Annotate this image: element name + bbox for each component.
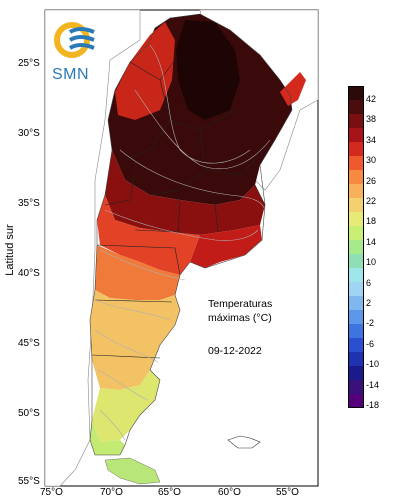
lat-tick: 30°S [18, 128, 40, 139]
colorbar-label: 18 [366, 216, 377, 227]
colorbar-label: 2 [366, 298, 372, 308]
colorbar-swatch [348, 142, 364, 157]
colorbar-label: 14 [366, 236, 377, 247]
colorbar-label: -6 [366, 338, 375, 349]
colorbar-swatch [348, 128, 364, 143]
colorbar-swatch [348, 282, 364, 297]
colorbar-label: 42 [366, 94, 377, 104]
colorbar-label: -18 [366, 400, 380, 410]
argentina-outline [89, 13, 293, 456]
colorbar-swatch [348, 240, 364, 255]
colorbar [348, 86, 364, 408]
region-core-hottest [176, 20, 240, 120]
logo-text: SMN [52, 66, 90, 83]
colorbar-swatch [348, 380, 364, 395]
colorbar-label: 30 [366, 155, 377, 166]
region-north-patagonia [95, 245, 180, 300]
colorbar-swatch [348, 268, 364, 283]
colorbar-label: 38 [366, 114, 377, 125]
region-buenos-aires [190, 225, 262, 268]
colorbar-label: -2 [366, 318, 375, 329]
colorbar-label: -10 [366, 359, 380, 370]
colorbar-swatch [348, 184, 364, 199]
isotherms [94, 44, 271, 441]
region-cuyo [97, 195, 200, 275]
colorbar-label: 22 [366, 196, 377, 206]
colorbar-swatch [348, 352, 364, 367]
colorbar-label: -14 [366, 379, 380, 390]
colorbar-swatch [348, 366, 364, 381]
colorbar-label: 6 [366, 277, 372, 288]
lon-tick: 55°O [276, 487, 299, 498]
lat-tick: 40°S [18, 268, 40, 279]
colorbar-swatch [348, 114, 364, 129]
colorbar-swatch [348, 338, 364, 353]
colorbar-swatch [348, 324, 364, 339]
colorbar-swatch [348, 254, 364, 269]
malvinas-islands [227, 435, 261, 449]
colorbar-swatch [348, 86, 364, 101]
lon-tick: 65°O [158, 487, 181, 498]
region-patagonia-south [92, 370, 160, 442]
colorbar-swatch [348, 100, 364, 115]
colorbar-label: 26 [366, 175, 377, 186]
region-misiones [280, 72, 306, 106]
colorbar-swatch [348, 394, 364, 408]
colorbar-border [348, 86, 364, 408]
lat-tick: 50°S [18, 408, 40, 419]
lat-tick: 55°S [18, 476, 40, 487]
annotation-date: 09-12-2022 [208, 345, 262, 357]
colorbar-swatch [348, 310, 364, 325]
region-santa-cruz-south [90, 420, 125, 455]
annotation-title: Temperaturas [208, 298, 273, 310]
colorbar-swatch [348, 170, 364, 185]
colorbar-label: 34 [366, 134, 377, 145]
lat-tick: 25°S [18, 58, 40, 69]
annotation-subtitle: máximas (°C) [208, 312, 272, 324]
smn-logo [54, 22, 95, 58]
chile-land [44, 9, 141, 487]
region-central [105, 150, 265, 235]
lon-tick: 70°O [100, 487, 123, 498]
colorbar-swatch [348, 296, 364, 311]
colorbar-swatch [348, 198, 364, 213]
lat-tick: 45°S [18, 338, 40, 349]
colorbar-label: 10 [366, 257, 377, 268]
region-tierra-del-fuego [104, 457, 161, 485]
y-axis-label: Latitud sur [4, 224, 16, 276]
lon-tick: 75°O [40, 487, 63, 498]
lon-tick: 60°O [218, 487, 241, 498]
colorbar-swatch [348, 212, 364, 227]
region-patagonia-center [90, 290, 180, 390]
colorbar-swatch [348, 156, 364, 171]
lat-tick: 35°S [18, 198, 40, 209]
colorbar-swatch [348, 226, 364, 241]
